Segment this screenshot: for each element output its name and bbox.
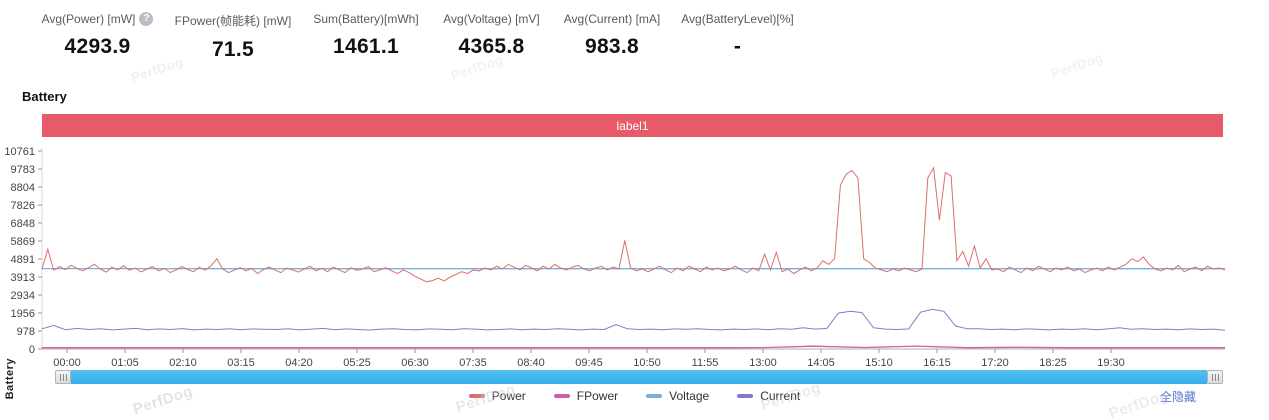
stat-value: 4365.8 (458, 35, 525, 58)
svg-text:06:30: 06:30 (401, 357, 429, 369)
legend-item-power[interactable]: Power (468, 389, 526, 403)
stats-bar: Avg(Power) [mW]? 4293.9 FPower(帧能耗) [mW]… (40, 12, 795, 62)
svg-text:07:35: 07:35 (459, 357, 487, 369)
current-swatch-icon (737, 394, 754, 398)
stat-avg-voltage: Avg(Voltage) [mV] 4365.8 (439, 12, 544, 62)
stat-label: Avg(BatteryLevel)[%] (681, 12, 794, 26)
hide-all-link[interactable]: 全隐藏 (1160, 390, 1197, 404)
svg-text:1956: 1956 (11, 308, 35, 320)
svg-text:17:20: 17:20 (981, 357, 1009, 369)
svg-text:00:00: 00:00 (53, 357, 81, 369)
stat-avg-current: Avg(Current) [mA] 983.8 (562, 12, 662, 62)
stat-value: 4293.9 (64, 35, 131, 58)
svg-text:10761: 10761 (4, 146, 35, 158)
svg-text:7826: 7826 (11, 200, 35, 212)
stat-value: 983.8 (584, 35, 640, 58)
svg-text:03:15: 03:15 (227, 357, 255, 369)
stat-fpower: FPower(帧能耗) [mW] 71.5 (173, 12, 293, 62)
svg-text:9783: 9783 (11, 164, 35, 176)
power-swatch-icon (468, 394, 485, 398)
stat-avg-batterylevel: Avg(BatteryLevel)[%] - (680, 12, 795, 62)
svg-text:15:10: 15:10 (865, 357, 893, 369)
svg-text:01:05: 01:05 (111, 357, 139, 369)
svg-text:3913: 3913 (11, 272, 35, 284)
stat-label: FPower(帧能耗) [mW] (174, 14, 292, 28)
legend-label: Voltage (669, 389, 710, 403)
perfdog-watermark: PerfDog (1049, 50, 1106, 81)
svg-text:6848: 6848 (11, 218, 35, 230)
svg-text:4891: 4891 (11, 254, 35, 266)
chart-canvas[interactable]: 0 978 1956 2934 3913 4891 5869 6848 7826 8804 9783… (0, 146, 1269, 374)
svg-text:09:45: 09:45 (575, 357, 603, 369)
svg-text:0: 0 (29, 344, 35, 356)
stat-value: 71.5 (211, 38, 255, 61)
legend-label: FPower (576, 389, 619, 403)
timeline-scrollbar[interactable] (55, 370, 1223, 384)
svg-text:19:30: 19:30 (1097, 357, 1125, 369)
svg-text:18:25: 18:25 (1039, 357, 1067, 369)
legend-item-fpower[interactable]: FPower (553, 389, 619, 403)
label-banner: label1 (42, 114, 1223, 137)
svg-text:08:40: 08:40 (517, 357, 545, 369)
chart-legend: Power FPower Voltage Current (0, 389, 1269, 403)
svg-text:16:15: 16:15 (923, 357, 951, 369)
svg-text:02:10: 02:10 (169, 357, 197, 369)
stat-avg-power: Avg(Power) [mW]? 4293.9 (40, 12, 155, 62)
stat-sum-battery: Sum(Battery)[mWh] 1461.1 (311, 12, 421, 62)
svg-text:10:50: 10:50 (633, 357, 661, 369)
help-icon[interactable]: ? (139, 12, 154, 26)
legend-item-voltage[interactable]: Voltage (646, 389, 709, 403)
svg-text:05:25: 05:25 (343, 357, 371, 369)
scrollbar-left-handle[interactable] (55, 370, 71, 384)
section-title: Battery (22, 89, 67, 104)
svg-text:14:05: 14:05 (807, 357, 835, 369)
scrollbar-track[interactable] (71, 370, 1207, 384)
fpower-swatch-icon (553, 394, 570, 398)
svg-text:5869: 5869 (11, 236, 35, 248)
stat-value: - (733, 35, 742, 58)
svg-text:978: 978 (17, 326, 35, 338)
stat-value: 1461.1 (332, 35, 400, 58)
legend-item-current[interactable]: Current (737, 389, 800, 403)
stat-label: Avg(Voltage) [mV] (443, 12, 540, 26)
legend-label: Current (760, 389, 801, 403)
svg-text:13:00: 13:00 (749, 357, 777, 369)
scrollbar-right-handle[interactable] (1207, 370, 1223, 384)
svg-text:04:20: 04:20 (285, 357, 313, 369)
svg-text:11:55: 11:55 (692, 357, 719, 369)
stat-label: Avg(Current) [mA] (563, 12, 661, 26)
battery-chart[interactable]: Battery 0 978 1956 2934 3913 4891 5869 6848 7826… (0, 146, 1269, 399)
scrollbar-grip-icon (59, 373, 67, 381)
legend-label: Power (491, 389, 526, 403)
banner-label: label1 (616, 118, 649, 133)
voltage-swatch-icon (646, 394, 663, 398)
svg-text:2934: 2934 (11, 290, 35, 302)
scrollbar-grip-icon (1211, 373, 1219, 381)
stat-label: Sum(Battery)[mWh] (313, 12, 419, 26)
stat-label: Avg(Power) [mW] (41, 12, 136, 26)
svg-text:8804: 8804 (11, 182, 35, 194)
